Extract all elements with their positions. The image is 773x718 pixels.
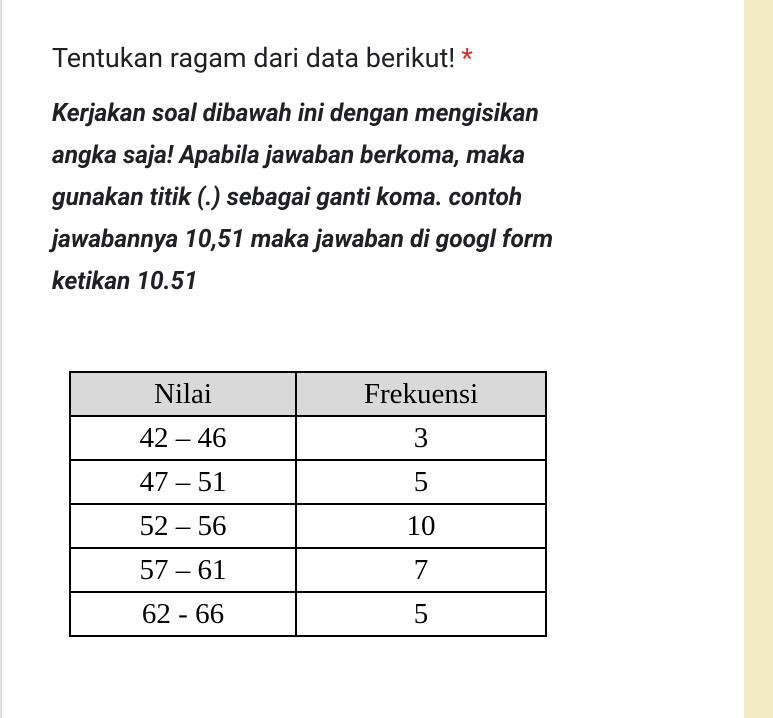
- table-cell: 57 – 61: [69, 547, 297, 593]
- table-body: 42 – 46 3 47 – 51 5 52 – 56 10 57 – 61 7 62 - 66…: [69, 415, 547, 637]
- table-row: 57 – 61 7: [69, 547, 547, 593]
- table-cell: 5: [295, 459, 547, 505]
- description-line: angka saja! Apabila jawaban berkoma, mak…: [52, 140, 526, 169]
- table-cell: 3: [295, 415, 547, 461]
- question-title: Tentukan ragam dari data berikut! *: [52, 42, 473, 74]
- title-text: Tentukan ragam dari data berikut!: [52, 42, 456, 74]
- table-cell: 52 – 56: [69, 503, 297, 549]
- table-cell: 7: [295, 547, 547, 593]
- description-line: jawabannya 10,51 maka jawaban di googl f…: [52, 224, 554, 253]
- table-cell: 47 – 51: [69, 459, 297, 505]
- question-card: Tentukan ragam dari data berikut! * Kerja…: [0, 0, 744, 718]
- data-table: Nilai Frekuensi 42 – 46 3 47 – 51 5 52 – 56 10…: [69, 371, 547, 637]
- table-cell: 42 – 46: [69, 415, 297, 461]
- description-line: ketikan 10.51: [52, 266, 198, 295]
- table-row: 52 – 56 10: [69, 503, 547, 549]
- required-mark: *: [461, 42, 473, 74]
- header-row: Nilai Frekuensi: [69, 371, 547, 417]
- header-cell: Nilai: [69, 371, 297, 417]
- table-row: 62 - 66 5: [69, 591, 547, 637]
- table-row: 42 – 46 3: [69, 415, 547, 461]
- table-cell: 10: [295, 503, 547, 549]
- header-cell: Frekuensi: [295, 371, 547, 417]
- table-cell: 62 - 66: [69, 591, 297, 637]
- table-row: 47 – 51 5: [69, 459, 547, 505]
- question-description: Kerjakan soal dibawah ini dengan mengisi…: [52, 92, 553, 302]
- table-cell: 5: [295, 591, 547, 637]
- description-line: gunakan titik (.) sebagai ganti koma. co…: [52, 182, 523, 211]
- description-line: Kerjakan soal dibawah ini dengan mengisi…: [52, 98, 539, 127]
